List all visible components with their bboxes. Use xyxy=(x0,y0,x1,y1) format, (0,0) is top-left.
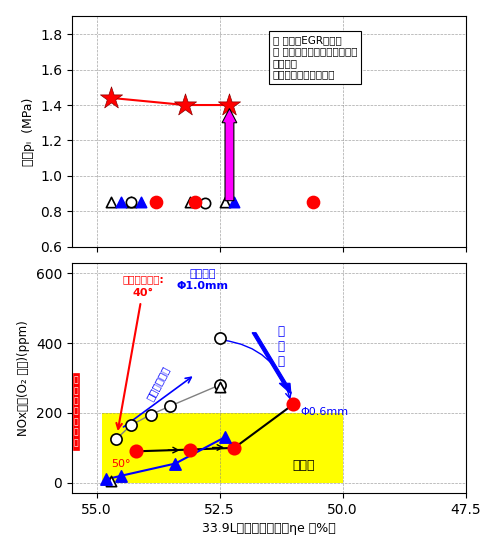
Point xyxy=(103,475,110,484)
Bar xyxy=(102,413,343,483)
Point xyxy=(118,471,125,480)
Text: Φ1.0mm: Φ1.0mm xyxy=(176,281,228,291)
Text: ・ 過給とEGRの併用
・ 表面積低減ピストンの採用
等による
一層の出力向上の実現: ・ 過給とEGRの併用 ・ 表面積低減ピストンの採用 等による 一層の出力向上の… xyxy=(273,35,357,79)
Text: 噴射開始時期:: 噴射開始時期: xyxy=(122,274,164,284)
Point xyxy=(127,197,135,206)
Point xyxy=(108,94,115,102)
Point xyxy=(112,435,120,443)
Y-axis label: 出力pᵢ  (MPa): 出力pᵢ (MPa) xyxy=(22,98,35,166)
X-axis label: 33.9L機関正味熱効率ηe （%）: 33.9L機関正味熱効率ηe （%） xyxy=(202,522,336,535)
Point xyxy=(127,197,135,206)
Point xyxy=(230,197,238,206)
Point xyxy=(118,197,125,206)
Point xyxy=(289,400,297,409)
Text: 目標値: 目標値 xyxy=(292,459,314,472)
Point xyxy=(226,101,233,110)
Text: 混合気希薄化: 混合気希薄化 xyxy=(145,364,171,402)
Point xyxy=(230,443,238,452)
Text: Φ0.6mm: Φ0.6mm xyxy=(301,407,349,416)
Text: 40°: 40° xyxy=(133,288,154,298)
Point xyxy=(171,459,179,468)
Point xyxy=(221,197,228,206)
Point xyxy=(216,381,223,390)
Point xyxy=(137,197,145,206)
Bar xyxy=(73,373,79,449)
Point xyxy=(309,197,317,206)
Y-axis label: NOx濃度(O₂ 補正)(ppm): NOx濃度(O₂ 補正)(ppm) xyxy=(17,320,30,436)
Point xyxy=(186,445,194,454)
Point xyxy=(191,197,199,206)
Point xyxy=(221,433,228,442)
Text: 噴孔径：: 噴孔径： xyxy=(189,269,216,279)
FancyArrow shape xyxy=(222,109,237,201)
Point xyxy=(132,447,140,456)
Text: 噴
射
時
期
最
適
化: 噴 射 時 期 最 適 化 xyxy=(73,375,78,447)
Point xyxy=(152,197,159,206)
Point xyxy=(108,197,115,206)
Point xyxy=(108,477,115,486)
Point xyxy=(216,383,223,391)
Point xyxy=(167,402,174,410)
Point xyxy=(186,197,194,206)
FancyArrow shape xyxy=(252,333,291,394)
Point xyxy=(201,199,209,208)
Point xyxy=(216,334,223,342)
Point xyxy=(181,101,189,110)
Text: 細
径
化: 細 径 化 xyxy=(277,325,285,368)
Point xyxy=(127,421,135,430)
Point xyxy=(147,410,155,419)
Text: 50°: 50° xyxy=(111,459,131,469)
